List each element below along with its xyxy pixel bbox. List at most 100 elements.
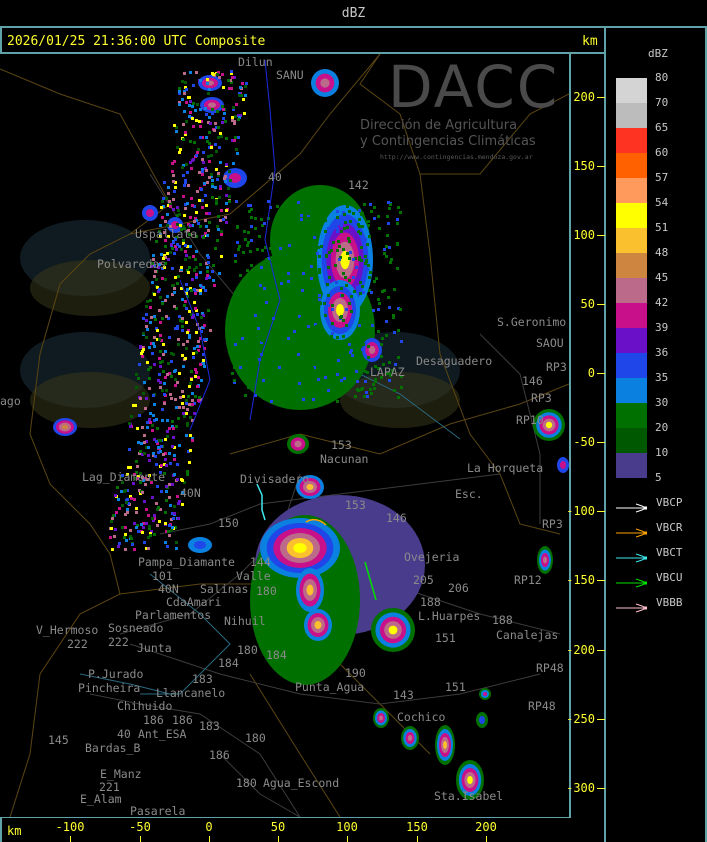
radar-echo-pixel	[248, 210, 251, 213]
radar-echo-pixel	[200, 316, 203, 319]
radar-echo-pixel	[387, 222, 390, 225]
radar-echo-pixel	[400, 340, 403, 343]
radar-echo-pixel	[164, 438, 167, 441]
radar-echo-pixel	[221, 121, 224, 124]
radar-echo-pixel	[389, 261, 392, 264]
radar-echo-pixel	[156, 286, 159, 289]
legend-label: 36	[655, 346, 669, 359]
radar-echo-pixel	[208, 221, 211, 224]
radar-echo-pixel	[201, 173, 204, 176]
radar-echo-pixel	[358, 324, 361, 327]
radar-echo-pixel	[163, 254, 166, 257]
radar-echo-pixel	[133, 498, 136, 501]
radar-echo-pixel	[126, 473, 129, 476]
radar-echo-pixel	[137, 475, 140, 478]
radar-echo-cell	[388, 625, 398, 635]
divider	[569, 52, 571, 818]
radar-echo-pixel	[158, 309, 161, 312]
radar-echo-pixel	[244, 94, 247, 97]
radar-echo-pixel	[336, 400, 339, 403]
radar-echo-pixel	[396, 242, 399, 245]
place-label: Lag_Diamante	[82, 470, 166, 484]
radar-echo-pixel	[338, 258, 341, 261]
radar-echo-pixel	[152, 394, 155, 397]
radar-echo-pixel	[207, 256, 210, 259]
radar-echo-pixel	[182, 225, 185, 228]
radar-echo-pixel	[216, 178, 219, 181]
radar-echo-pixel	[206, 140, 209, 143]
radar-echo-pixel	[227, 79, 230, 82]
radar-echo-pixel	[239, 114, 242, 117]
radar-echo-pixel	[185, 283, 188, 286]
radar-echo-pixel	[191, 392, 194, 395]
radar-echo-pixel	[171, 425, 174, 428]
radar-echo-pixel	[195, 250, 198, 253]
radar-echo-pixel	[365, 330, 368, 333]
radar-echo-pixel	[340, 357, 343, 360]
radar-echo-pixel	[149, 421, 152, 424]
radar-echo-pixel	[165, 315, 168, 318]
radar-echo-pixel	[208, 88, 211, 91]
radar-echo-pixel	[267, 344, 270, 347]
radar-echo-pixel	[157, 266, 160, 269]
radar-echo-pixel	[203, 234, 206, 237]
radar-echo-pixel	[194, 109, 197, 112]
radar-echo-pixel	[235, 103, 238, 106]
radar-echo-pixel	[220, 135, 223, 138]
radar-echo-pixel	[164, 350, 167, 353]
radar-echo-pixel	[159, 439, 162, 442]
radar-echo-pixel	[307, 325, 310, 328]
radar-echo-pixel	[310, 277, 313, 280]
legend-color-swatch	[616, 278, 647, 303]
radar-echo-pixel	[156, 524, 159, 527]
radar-echo-pixel	[190, 370, 193, 373]
radar-echo-pixel	[388, 361, 391, 364]
place-label: ago	[0, 394, 21, 408]
radar-echo-pixel	[284, 391, 287, 394]
radar-echo-pixel	[169, 251, 172, 254]
radar-echo-pixel	[155, 278, 158, 281]
radar-echo-pixel	[183, 184, 186, 187]
place-label: 143	[393, 688, 414, 702]
radar-echo-pixel	[296, 285, 299, 288]
radar-echo-pixel	[196, 190, 199, 193]
radar-echo-pixel	[159, 381, 162, 384]
radar-echo-pixel	[193, 288, 196, 291]
radar-echo-pixel	[173, 160, 176, 163]
radar-echo-pixel	[190, 167, 193, 170]
radar-echo-pixel	[159, 224, 162, 227]
radar-echo-pixel	[211, 112, 214, 115]
radar-echo-pixel	[244, 394, 247, 397]
place-label: 184	[266, 648, 287, 662]
radar-map[interactable]: DACC Dirección de Agricultura y Continge…	[0, 54, 569, 817]
radar-echo-pixel	[217, 228, 220, 231]
radar-echo-pixel	[205, 212, 208, 215]
place-label: 221	[99, 780, 120, 794]
radar-echo-cell	[336, 304, 344, 316]
x-axis-unit: km	[7, 824, 22, 838]
radar-echo-pixel	[303, 358, 306, 361]
radar-echo-pixel	[179, 224, 182, 227]
radar-echo-pixel	[175, 406, 178, 409]
radar-echo-pixel	[304, 200, 307, 203]
radar-echo-pixel	[166, 295, 169, 298]
radar-echo-pixel	[367, 345, 370, 348]
radar-echo-pixel	[170, 352, 173, 355]
radar-echo-pixel	[178, 444, 181, 447]
radar-echo-pixel	[189, 382, 192, 385]
legend-label: 35	[655, 371, 669, 384]
radar-echo-pixel	[232, 108, 235, 111]
place-label: 184	[218, 656, 239, 670]
radar-echo-pixel	[171, 267, 174, 270]
river-line	[79, 673, 171, 695]
radar-echo-pixel	[353, 358, 356, 361]
radar-echo-pixel	[346, 252, 349, 255]
radar-echo-pixel	[151, 262, 154, 265]
radar-echo-pixel	[185, 434, 188, 437]
radar-echo-pixel	[254, 394, 257, 397]
radar-echo-pixel	[193, 268, 196, 271]
radar-echo-pixel	[254, 227, 257, 230]
radar-echo-pixel	[265, 258, 268, 261]
radar-echo-pixel	[184, 357, 187, 360]
radar-echo-pixel	[191, 224, 194, 227]
